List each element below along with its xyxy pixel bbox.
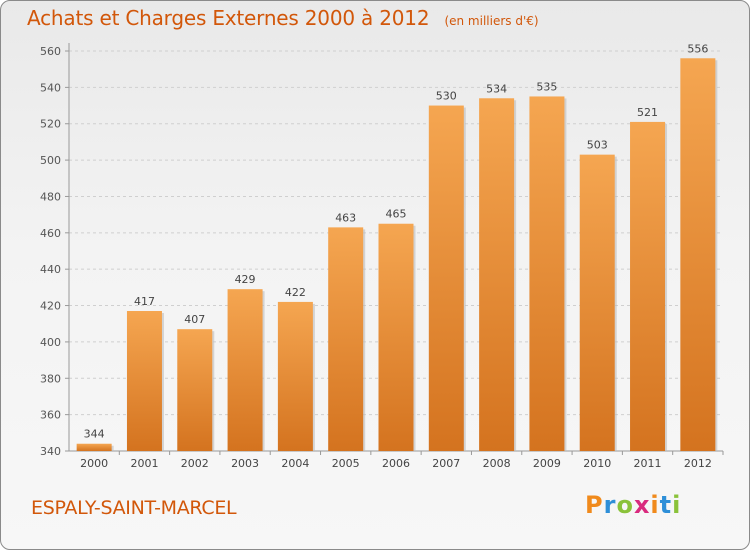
bars: [76, 58, 718, 452]
x-tick-label: 2009: [533, 457, 561, 470]
bar: [479, 98, 515, 451]
chart-unit: (en milliers d'€): [444, 14, 539, 28]
y-tick-label: 340: [40, 445, 61, 458]
x-tick-label: 2000: [80, 457, 108, 470]
y-tick-label: 480: [40, 190, 61, 203]
bar: [76, 443, 112, 451]
y-tick-label: 400: [40, 336, 61, 349]
chart-title-block: Achats et Charges Externes 2000 à 2012 (…: [27, 6, 539, 30]
x-tick-label: 2002: [181, 457, 209, 470]
bar-value-label: 407: [184, 313, 205, 326]
brand-letter: x: [633, 491, 651, 519]
bar-value-label: 417: [134, 295, 155, 308]
x-tick-label: 2012: [684, 457, 712, 470]
x-tick-label: 2010: [583, 457, 611, 470]
x-tick-label: 2003: [231, 457, 259, 470]
y-tick-label: 380: [40, 372, 61, 385]
bar: [529, 96, 565, 452]
bar: [428, 105, 464, 451]
bar: [680, 58, 716, 451]
y-tick-label: 560: [40, 45, 61, 58]
bar-value-label: 535: [536, 80, 557, 93]
bar: [227, 289, 263, 451]
chart-title: Achats et Charges Externes 2000 à 2012: [27, 6, 430, 30]
bar: [126, 311, 162, 451]
y-tick-label: 360: [40, 409, 61, 422]
brand-letter: r: [603, 491, 617, 519]
brand-letter: i: [650, 491, 660, 519]
x-tick-label: 2001: [130, 457, 158, 470]
brand-letter: o: [616, 491, 634, 519]
x-tick-label: 2006: [382, 457, 410, 470]
bar-value-label: 429: [235, 273, 256, 286]
y-tick-label: 520: [40, 118, 61, 131]
brand-letter: t: [659, 491, 673, 519]
bar: [579, 154, 615, 452]
x-tick-label: 2007: [432, 457, 460, 470]
bar-value-label: 530: [436, 90, 457, 103]
bar-value-label: 422: [285, 286, 306, 299]
brand-letter: i: [672, 491, 682, 519]
x-tick-label: 2005: [332, 457, 360, 470]
labels: 340 360 380 400 420 440 460 480 500 520 540 560 344 2…: [40, 42, 712, 470]
brand-logo: Proxiti: [585, 491, 681, 519]
bar: [177, 329, 213, 451]
bar-value-label: 344: [84, 428, 105, 441]
bar-value-label: 465: [386, 208, 407, 221]
y-tick-label: 440: [40, 263, 61, 276]
y-tick-label: 540: [40, 81, 61, 94]
bar-value-label: 463: [335, 211, 356, 224]
x-tick-label: 2011: [634, 457, 662, 470]
bar: [328, 227, 364, 451]
x-tick-label: 2004: [281, 457, 309, 470]
y-tick-label: 500: [40, 154, 61, 167]
y-tick-label: 460: [40, 227, 61, 240]
bar-value-label: 503: [587, 139, 608, 152]
bar-value-label: 556: [687, 42, 708, 55]
brand-letter: P: [585, 491, 604, 519]
x-tick-label: 2008: [483, 457, 511, 470]
bar: [630, 121, 666, 451]
bar-value-label: 534: [486, 82, 507, 95]
bar: [277, 301, 313, 451]
place-name: ESPALY-SAINT-MARCEL: [31, 497, 237, 519]
bar-value-label: 521: [637, 106, 658, 119]
y-tick-label: 420: [40, 300, 61, 313]
bar: [378, 223, 414, 451]
